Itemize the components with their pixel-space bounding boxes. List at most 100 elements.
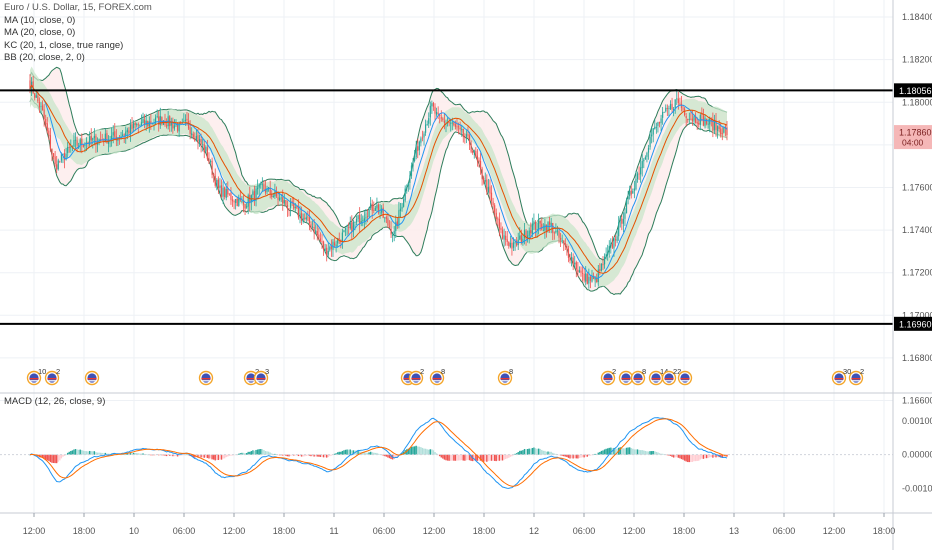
event-flag-icon[interactable] <box>677 370 693 386</box>
macd-histogram-bar <box>322 454 325 458</box>
macd-histogram-bar <box>374 452 377 455</box>
candle-body <box>673 108 675 111</box>
macd-histogram-bar <box>384 454 386 457</box>
candle-body <box>186 118 188 121</box>
macd-histogram-bar <box>307 454 309 456</box>
horizontal-lines[interactable] <box>0 89 893 325</box>
candle-body <box>131 124 133 129</box>
macd-histogram-bar <box>547 451 549 455</box>
candle-body <box>410 165 413 176</box>
candle-body <box>564 242 566 246</box>
candle-body <box>289 202 292 208</box>
candle-body <box>198 139 201 143</box>
macd-histogram-bar <box>421 447 424 455</box>
candle-body <box>439 114 441 117</box>
flag-stripe <box>500 380 510 382</box>
moving-averages <box>29 84 728 279</box>
candle-body <box>567 248 570 258</box>
candle-body <box>528 230 530 236</box>
event-flag-icon[interactable]: 2 <box>848 367 865 386</box>
candle-body <box>647 147 650 153</box>
kc-legend[interactable]: KC (20, 1, close, true range) <box>4 39 124 51</box>
macd-histogram-bar <box>396 454 399 458</box>
event-flag-icon[interactable]: 3 <box>253 367 270 386</box>
candle-body <box>596 278 598 283</box>
ma10-legend[interactable]: MA (10, close, 0) <box>4 14 76 26</box>
macd-histogram-bar <box>464 454 466 461</box>
event-flag-icon[interactable]: 2 <box>408 367 425 386</box>
candle-body <box>316 231 318 236</box>
candle-body <box>59 160 61 162</box>
macd-histogram-bar <box>497 454 499 461</box>
macd-histogram-bar <box>173 454 176 457</box>
macd-histogram-bar <box>649 451 651 455</box>
event-flag-icon[interactable] <box>198 370 214 386</box>
event-flag-icon[interactable]: 2 <box>600 367 617 386</box>
candle-body <box>494 205 496 213</box>
candle-body <box>385 217 387 219</box>
symbol-title[interactable]: Euro / U.S. Dollar, 15, FOREX.com <box>4 2 152 13</box>
flag-stripe <box>29 380 39 382</box>
macd-histogram-bar <box>600 450 603 455</box>
macd-histogram-bar <box>412 446 414 455</box>
candle-body <box>577 269 579 273</box>
candle-body <box>632 191 634 194</box>
event-flag-icon[interactable]: 8 <box>497 367 514 386</box>
event-flag-icon[interactable]: 10 <box>26 367 47 386</box>
macd-title[interactable]: MACD (12, 26, close, 9) <box>4 396 106 407</box>
macd-histogram-bar <box>608 447 610 455</box>
signal-line <box>29 418 728 487</box>
macd-histogram-bar <box>142 453 144 455</box>
event-flag-icon[interactable]: 30 <box>831 367 852 386</box>
candle-body <box>252 191 254 196</box>
candle-body <box>49 135 52 150</box>
event-flag-icon[interactable] <box>84 370 100 386</box>
time-tick-label: 10 <box>129 526 139 536</box>
candle-body <box>516 240 518 246</box>
event-flag-icon[interactable]: 8 <box>630 367 647 386</box>
flag-stripe <box>680 378 690 380</box>
event-count: 2 <box>255 367 259 376</box>
candle-body <box>158 116 160 125</box>
macd-histogram-bar <box>643 450 645 455</box>
event-flag-icon[interactable]: 2 <box>243 367 260 386</box>
candle-body <box>624 212 626 219</box>
candle-body <box>329 246 331 251</box>
candle-body <box>696 122 698 124</box>
macd-histogram-bar <box>481 454 483 462</box>
event-flag-icon[interactable]: 2 <box>44 367 61 386</box>
ma20-legend[interactable]: MA (20, close, 0) <box>4 27 76 38</box>
candle-body <box>89 136 91 145</box>
candle-body <box>362 220 364 221</box>
candle-body <box>558 231 560 238</box>
economic-events[interactable]: 10 2 2 3 2 8 8 2 8 14 22 30 2 <box>26 367 865 386</box>
macd-histogram-bar <box>470 454 472 461</box>
macd-histogram-bar <box>244 453 246 455</box>
macd-histogram-bar <box>217 454 220 461</box>
candle-body <box>227 188 229 195</box>
macd-histogram-bar <box>178 454 180 456</box>
macd-histogram-bar <box>351 450 353 455</box>
candle-body <box>660 118 662 124</box>
event-flag-icon[interactable]: 8 <box>429 367 446 386</box>
macd-histogram-bar <box>338 451 340 455</box>
candle-body <box>93 135 95 139</box>
event-flag-icon[interactable]: 22 <box>661 367 682 386</box>
macd-histogram-bar <box>362 452 364 455</box>
candle-body <box>470 143 472 152</box>
macd-histogram-bar <box>238 453 240 455</box>
macd-histogram-bar <box>51 454 53 463</box>
bb-legend[interactable]: BB (20, close, 2, 0) <box>4 52 85 63</box>
price-tick-label: 1.17600 <box>902 182 932 192</box>
candle-body <box>556 230 559 232</box>
macd-histogram-bar <box>613 447 615 455</box>
macd-histogram-bar <box>299 454 301 457</box>
candle-body <box>45 119 47 125</box>
time-tick-label: 18:00 <box>473 526 496 536</box>
candle-body <box>682 108 684 110</box>
candle-body <box>313 227 315 233</box>
event-flag-icon[interactable] <box>618 370 634 386</box>
candle-body <box>271 193 273 197</box>
candle-body <box>687 119 689 120</box>
